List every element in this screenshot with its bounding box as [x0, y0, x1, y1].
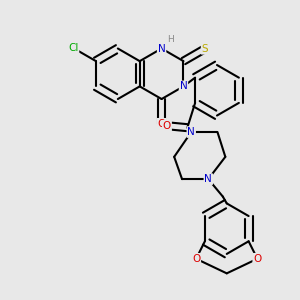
Text: O: O	[192, 254, 200, 264]
Text: N: N	[158, 44, 166, 53]
Text: O: O	[253, 254, 262, 264]
Text: O: O	[158, 119, 166, 129]
Text: N: N	[204, 174, 212, 184]
Text: N: N	[180, 81, 187, 92]
Text: H: H	[167, 35, 173, 44]
Text: S: S	[202, 44, 208, 54]
Text: N: N	[188, 127, 195, 137]
Text: O: O	[163, 121, 171, 131]
Text: Cl: Cl	[68, 43, 78, 53]
